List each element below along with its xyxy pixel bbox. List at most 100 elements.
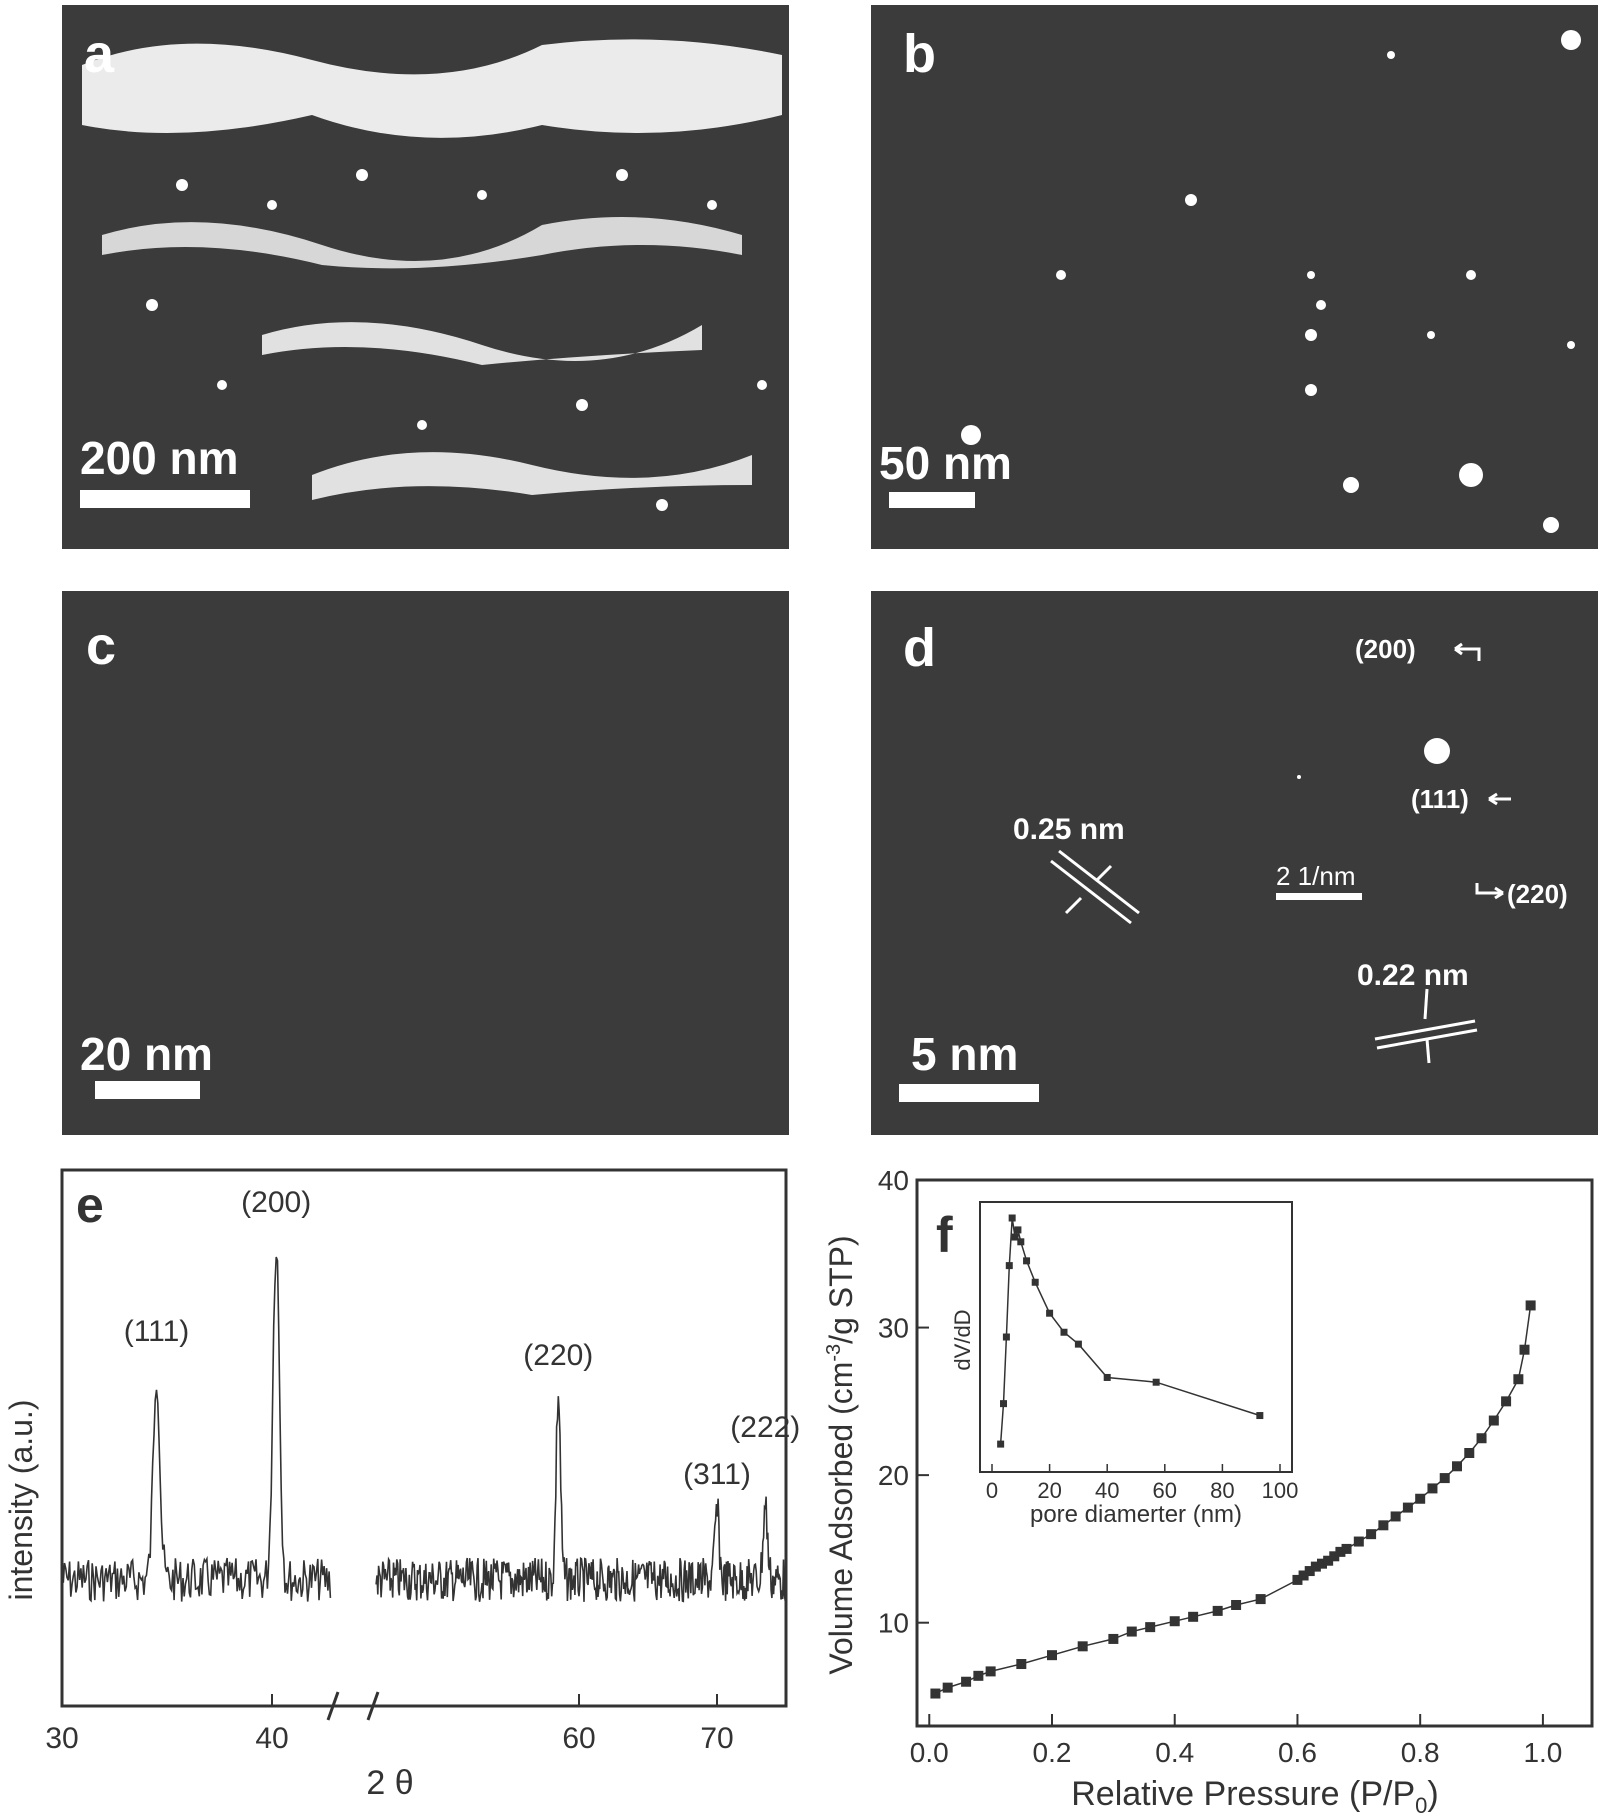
- isotherm-point: [1335, 1546, 1346, 1557]
- isotherm-point: [1464, 1448, 1475, 1458]
- isotherm-point: [1323, 1555, 1334, 1566]
- pore-distribution-point: [1103, 1373, 1111, 1381]
- spacing-label-022: 0.22 nm: [1357, 959, 1469, 992]
- peak-label-222: (222): [730, 1411, 800, 1444]
- isotherm-point: [1366, 1529, 1377, 1540]
- inset-plot-frame: [979, 1201, 1293, 1473]
- ring-label-220: (220): [1507, 879, 1568, 909]
- peak-label-311: (311): [683, 1458, 751, 1491]
- isotherm-point: [930, 1688, 941, 1699]
- isotherm-point: [1415, 1493, 1426, 1504]
- ring-label-111: (111): [1411, 784, 1469, 814]
- tem-panel-c: c 20 nm: [62, 591, 789, 1135]
- isotherm-panel-label: f: [936, 1207, 953, 1263]
- nanoparticle-texture-a: [82, 39, 782, 511]
- isotherm-point: [1298, 1570, 1309, 1581]
- isotherm-point: [1108, 1633, 1119, 1644]
- inset-xtick-label: 20: [1037, 1478, 1061, 1503]
- isotherm-point: [1169, 1616, 1180, 1627]
- panel-label-d: d: [903, 618, 936, 678]
- pore-distribution-point: [1152, 1378, 1160, 1386]
- xrd-panel-label: e: [76, 1177, 104, 1233]
- pore-distribution-point: [1023, 1257, 1031, 1265]
- isotherm-point: [1292, 1574, 1303, 1585]
- isotherm-plot-frame: [915, 1178, 1594, 1728]
- pore-distribution-point: [1008, 1214, 1016, 1222]
- ring-label-200: (200): [1355, 634, 1416, 664]
- isotherm-point: [1145, 1622, 1156, 1633]
- xrd-xtick-label: 60: [562, 1722, 595, 1755]
- isotherm-point: [1439, 1473, 1450, 1484]
- scale-label-a: 200 nm: [80, 432, 239, 484]
- inset-ylabel: dV/dD: [950, 1309, 975, 1370]
- arrow-200-icon: [1455, 647, 1481, 661]
- axis-break-icon: [326, 1691, 380, 1721]
- xrd-xtick-label: 70: [700, 1722, 733, 1755]
- isotherm-point: [1317, 1558, 1327, 1569]
- isotherm-point: [1212, 1605, 1223, 1616]
- inset-xtick-label: 40: [1095, 1478, 1119, 1503]
- isotherm-point: [1427, 1483, 1438, 1494]
- isotherm-ytick-label: 30: [878, 1313, 909, 1344]
- isotherm-point: [1304, 1566, 1315, 1577]
- isotherm-point: [1310, 1561, 1321, 1572]
- panel-label-a: a: [84, 24, 115, 84]
- pore-distribution-point: [1011, 1233, 1019, 1241]
- pore-distribution-point: [1031, 1278, 1039, 1286]
- arrow-220-icon: [1475, 883, 1504, 900]
- arrow-111-icon: [1488, 792, 1511, 806]
- scale-bar-a: [80, 490, 250, 508]
- pore-distribution-point: [1017, 1238, 1025, 1246]
- xrd-chart: e (111) (200) (220) (311) (222) 30 40 60 70 2 θ…: [3, 1168, 800, 1802]
- scale-label-d: 5 nm: [911, 1028, 1019, 1080]
- isotherm-point: [1231, 1599, 1242, 1610]
- saed-markers: [1050, 642, 1511, 1064]
- scale-bar-d: [899, 1084, 1039, 1102]
- xrd-pattern-line: [61, 1256, 786, 1603]
- isotherm-point: [1501, 1396, 1512, 1407]
- isotherm-ytick-label: 20: [878, 1460, 909, 1491]
- isotherm-point: [1016, 1659, 1027, 1670]
- isotherm-point: [973, 1670, 984, 1681]
- saed-scale-label: 2 1/nm: [1276, 861, 1356, 891]
- isotherm-point: [1476, 1433, 1487, 1444]
- hrtem-panel-d: d (200) (111) (220) 0.25 nm 0.22 nm 2 1/…: [871, 591, 1598, 1135]
- panel-label-b: b: [903, 24, 936, 84]
- isotherm-point: [1525, 1300, 1536, 1311]
- isotherm-ylabel: Volume Adsorbed (cm-3/g STP): [823, 1235, 859, 1674]
- scale-bar-b: [889, 492, 975, 508]
- tem-panel-a: a 200 nm: [62, 5, 789, 549]
- isotherm-xtick-label: 0.6: [1278, 1737, 1317, 1768]
- diffraction-center-spot: [1424, 738, 1450, 764]
- inset-xtick-label: 80: [1210, 1478, 1234, 1503]
- isotherm-ytick-label: 40: [878, 1165, 909, 1196]
- pore-distribution-point: [1005, 1262, 1013, 1270]
- isotherm-point: [1378, 1520, 1389, 1531]
- isotherm-chart: 10 20 30 40 0.0 0.2 0.4 0.6 0.8 1.0 Relative Pre…: [823, 1165, 1594, 1818]
- isotherm-point: [1402, 1502, 1413, 1513]
- isotherm-point: [942, 1682, 953, 1693]
- isotherm-ytick-label: 10: [878, 1608, 909, 1639]
- isotherm-point: [1047, 1650, 1057, 1661]
- xrd-xtick-label: 40: [255, 1722, 288, 1755]
- isotherm-point: [1188, 1611, 1199, 1622]
- isotherm-point: [1077, 1641, 1088, 1652]
- spacing-label-025: 0.25 nm: [1013, 813, 1125, 846]
- scale-label-c: 20 nm: [80, 1028, 213, 1080]
- peak-label-220: (220): [523, 1339, 593, 1372]
- xrd-xlabel: 2 θ: [366, 1764, 413, 1802]
- saed-scale-bar: [1276, 893, 1362, 900]
- isotherm-point: [1390, 1511, 1401, 1522]
- inset-xtick-label: 60: [1153, 1478, 1177, 1503]
- pore-distribution-line: [999, 1217, 1261, 1445]
- pore-distribution-point: [1060, 1328, 1068, 1336]
- isotherm-point: [1341, 1543, 1352, 1554]
- isotherm-point: [1126, 1626, 1137, 1637]
- isotherm-xlabel: Relative Pressure (P/P0): [1071, 1775, 1438, 1818]
- isotherm-point: [961, 1676, 972, 1687]
- pore-distribution-point: [1000, 1400, 1008, 1408]
- isotherm-point: [1255, 1594, 1266, 1605]
- peak-label-200: (200): [241, 1186, 311, 1219]
- isotherm-xtick-label: 0.2: [1033, 1737, 1072, 1768]
- xrd-ylabel: intensity (a.u.): [3, 1400, 39, 1601]
